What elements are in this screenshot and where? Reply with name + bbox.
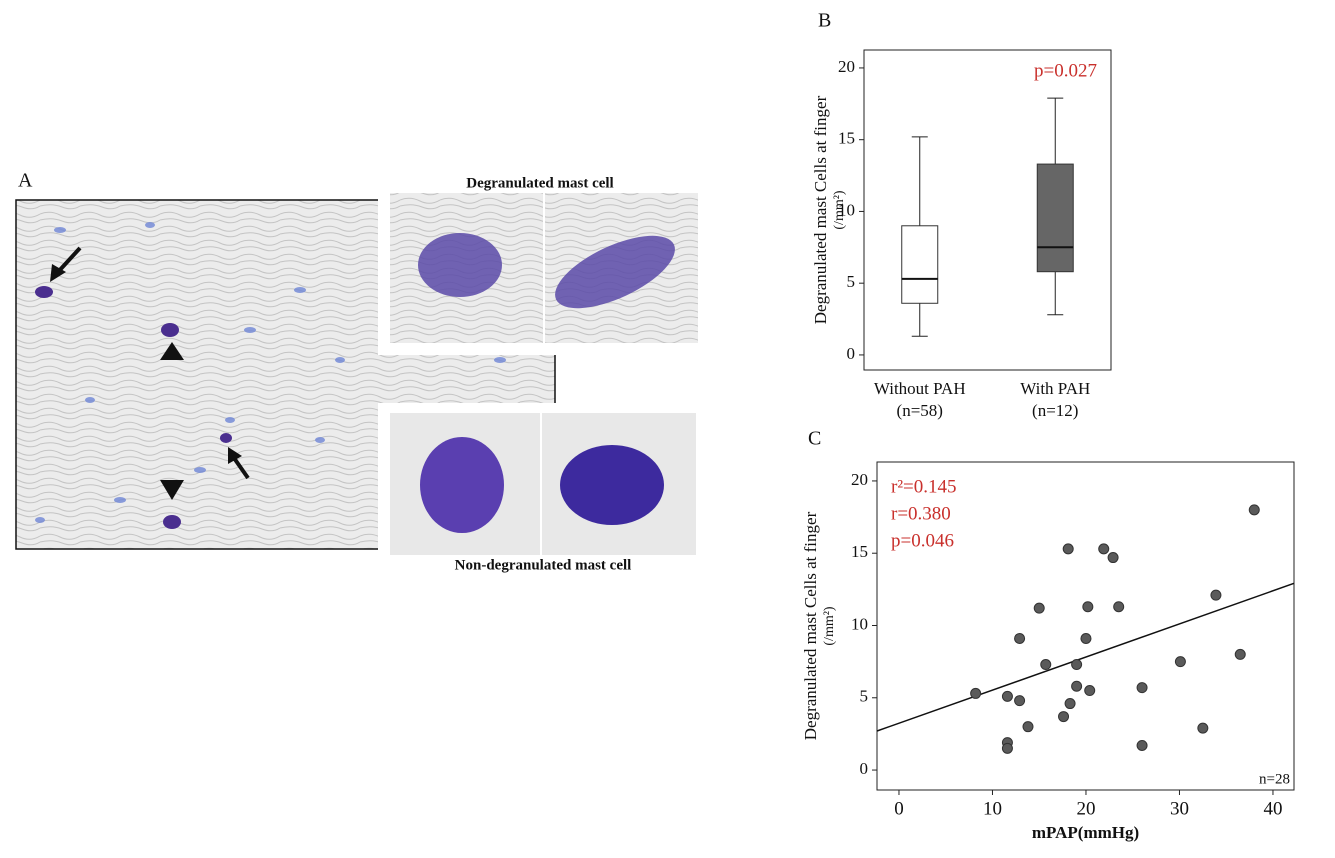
- fit-line: [876, 582, 1295, 732]
- caption: Degranulated mast cell: [466, 175, 613, 191]
- point: [1071, 659, 1083, 671]
- y-axis-label-unit: (/mm²): [832, 190, 847, 230]
- y-tick-label: 20: [838, 57, 855, 76]
- mast-cells: [35, 286, 232, 529]
- x-tick-label: 0: [894, 798, 904, 819]
- y-axis-label: Degranulated mast Cells at finger: [811, 95, 830, 324]
- point: [1058, 711, 1070, 723]
- box: [1036, 163, 1074, 273]
- point: [1136, 682, 1148, 694]
- y-tick-label: 0: [847, 344, 856, 363]
- caption: Non-degranulated mast cell: [455, 557, 632, 573]
- n-label: (n=12): [1032, 401, 1078, 420]
- x-tick-label: 30: [1170, 798, 1189, 819]
- y-tick-label: 10: [838, 200, 855, 219]
- y-tick-label: 10: [851, 614, 868, 633]
- panel-label: A: [18, 170, 33, 192]
- y-tick-label: 15: [838, 129, 855, 148]
- panel-label: B: [818, 10, 831, 32]
- markers: [50, 246, 250, 500]
- point: [1210, 589, 1222, 601]
- point: [1014, 695, 1026, 707]
- y-axis-label-unit: (/mm²): [822, 606, 837, 646]
- point: [1082, 601, 1094, 613]
- plot-frame: [863, 49, 1112, 371]
- point: [1234, 648, 1246, 660]
- point: [1062, 543, 1074, 555]
- y-tick-label: 5: [860, 687, 869, 706]
- y-tick-label: 5: [847, 272, 856, 291]
- point: [1107, 552, 1119, 564]
- cell: [555, 235, 675, 309]
- y-tick-label: 0: [860, 759, 869, 778]
- annotation: p=0.027: [1034, 60, 1097, 81]
- cell: [420, 437, 504, 533]
- x-axis-label: mPAP(mmHg): [1032, 823, 1139, 842]
- annotation: p=0.046: [891, 530, 954, 551]
- point: [1014, 633, 1026, 645]
- point: [1022, 721, 1034, 733]
- point: [1064, 698, 1076, 710]
- x-tick-label: 10: [983, 798, 1002, 819]
- point: [1197, 722, 1209, 734]
- point: [1248, 504, 1260, 516]
- panel-label: C: [808, 428, 821, 450]
- x-tick-label: Without PAH: [874, 379, 966, 398]
- point: [1001, 690, 1013, 702]
- point: [1136, 739, 1148, 751]
- panel-a: A Degranulated mast cell Non-degranul: [15, 170, 700, 573]
- point: [1040, 659, 1052, 671]
- x-tick-label: With PAH: [1020, 379, 1090, 398]
- x-tick-label: 40: [1263, 798, 1282, 819]
- point: [1113, 601, 1125, 613]
- nuclei: [35, 222, 506, 523]
- y-axis-label: Degranulated mast Cells at finger: [801, 511, 820, 740]
- x-tick-label: 20: [1076, 798, 1095, 819]
- y-tick-label: 20: [851, 470, 868, 489]
- cell: [560, 445, 664, 525]
- point: [970, 687, 982, 699]
- point: [1080, 633, 1092, 645]
- point: [1071, 680, 1083, 692]
- n-label: (n=58): [897, 401, 943, 420]
- y-tick-label: 15: [851, 542, 868, 561]
- point: [1033, 602, 1045, 614]
- point: [1001, 742, 1013, 754]
- point: [1084, 685, 1096, 697]
- annotation: r²=0.145: [891, 476, 957, 497]
- point: [1174, 656, 1186, 668]
- point: [1098, 543, 1110, 555]
- annotation: r=0.380: [891, 503, 951, 524]
- cell: [418, 233, 502, 297]
- n-label: n=28: [1259, 771, 1290, 787]
- box: [901, 225, 939, 304]
